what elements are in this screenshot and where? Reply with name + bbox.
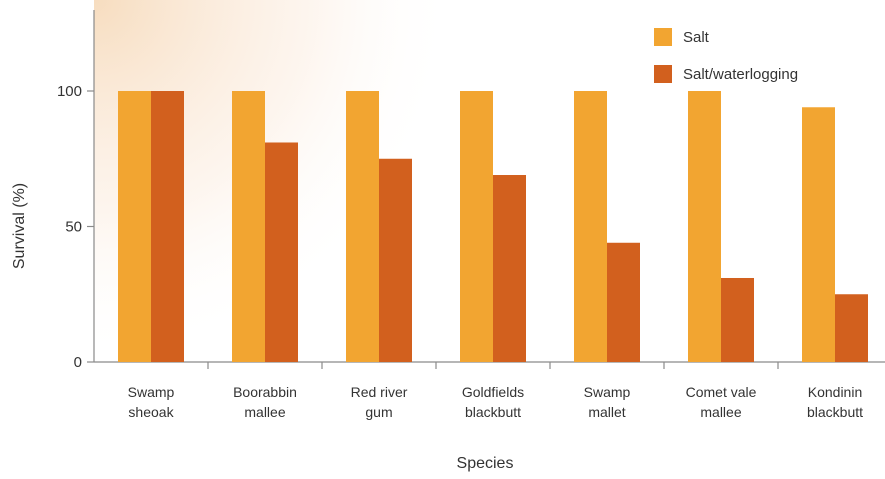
legend-swatch <box>654 28 672 46</box>
bar-salt-waterlogging <box>151 91 184 362</box>
y-tick-label: 0 <box>74 354 82 371</box>
bar-salt-waterlogging <box>835 294 868 362</box>
bar-salt <box>460 91 493 362</box>
x-category-label: Kondinin blackbutt <box>807 384 863 420</box>
x-category-label: Goldfields blackbutt <box>462 384 524 420</box>
bar-salt <box>574 91 607 362</box>
legend-label: Salt/waterlogging <box>683 66 798 83</box>
y-tick-label: 100 <box>57 83 82 100</box>
y-axis-title: Survival (%) <box>11 183 28 269</box>
bar-salt <box>688 91 721 362</box>
bar-salt <box>118 91 151 362</box>
bar-salt-waterlogging <box>721 277 754 362</box>
bar-salt <box>346 91 379 362</box>
bar-salt-waterlogging <box>493 175 526 362</box>
bar-salt-waterlogging <box>379 158 412 362</box>
x-category-label: Swamp sheoak <box>128 384 175 420</box>
x-category-label: Swamp mallet <box>584 384 631 420</box>
y-tick-label: 50 <box>65 219 82 236</box>
bar-salt-waterlogging <box>607 242 640 362</box>
x-category-label: Comet vale mallee <box>686 384 757 420</box>
x-category-label: Boorabbin mallee <box>233 384 297 420</box>
legend-swatch <box>654 65 672 83</box>
bar-salt <box>232 91 265 362</box>
legend-label: Salt <box>683 29 710 46</box>
x-category-label: Red river gum <box>351 384 408 420</box>
bar-salt <box>802 107 835 362</box>
x-axis-title: Species <box>457 455 514 472</box>
bar-salt-waterlogging <box>265 142 298 362</box>
